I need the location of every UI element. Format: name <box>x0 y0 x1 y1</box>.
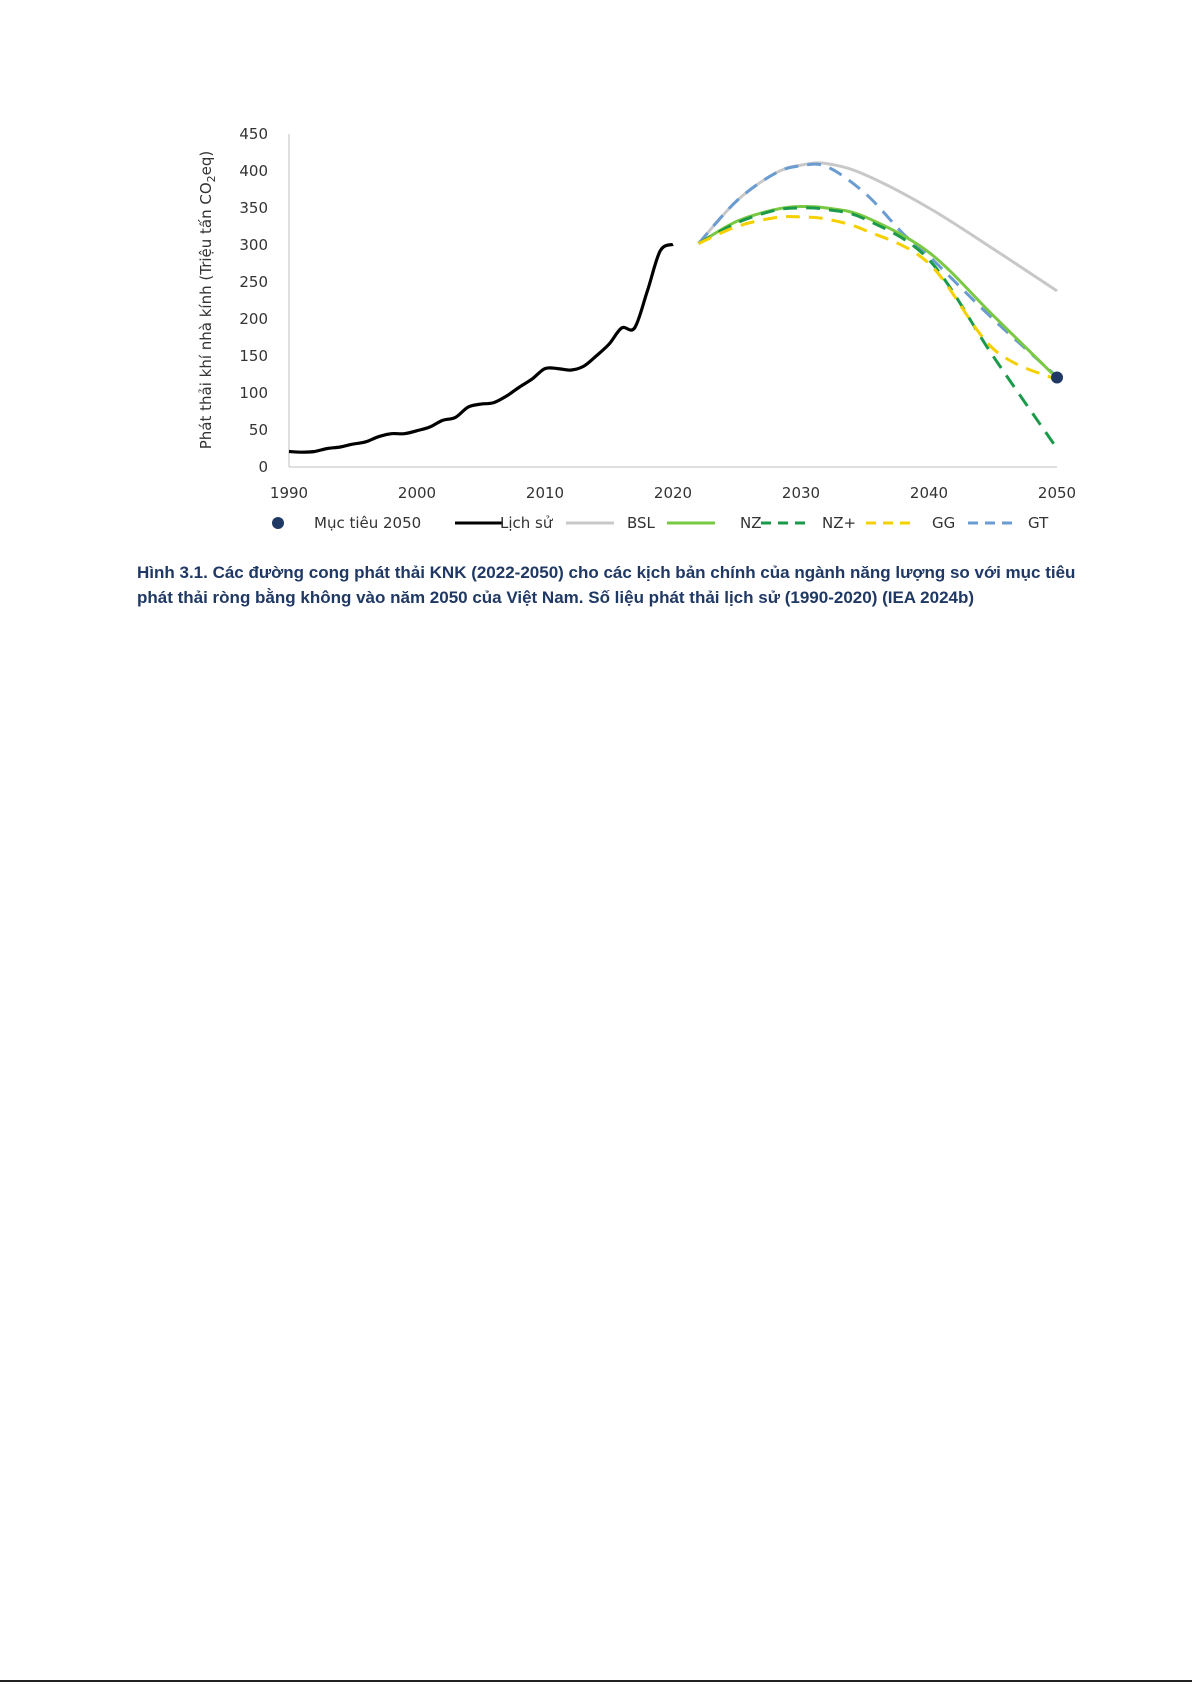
y-tick-label: 150 <box>239 347 268 365</box>
chart-axes: 0 50 100 150 200 250 300 350 400 450 1990 2000 2010 2… <box>239 125 1076 502</box>
y-tick-label: 450 <box>239 125 268 143</box>
series-line-gg <box>697 215 1058 382</box>
series-line-nz <box>697 204 1059 380</box>
legend-label: NZ+ <box>822 514 856 532</box>
legend-swatch-target <box>272 517 284 529</box>
chart-plot-area <box>288 161 1063 454</box>
legend-label: GT <box>1028 514 1049 532</box>
y-tick-label: 100 <box>239 384 268 402</box>
target-2050-point <box>1051 371 1063 384</box>
y-tick-label: 200 <box>239 310 268 328</box>
legend-label: BSL <box>627 514 656 532</box>
figure-caption: Hình 3.1. Các đường cong phát thải KNK (… <box>137 560 1157 610</box>
series-line-history <box>288 242 674 454</box>
legend-label: NZ <box>740 514 762 532</box>
figure-caption-line-2: phát thải ròng bằng không vào năm 2050 c… <box>137 588 975 607</box>
page-bottom-rule <box>0 1680 1192 1682</box>
x-tick-label: 2010 <box>526 484 564 502</box>
x-tick-label: 1990 <box>270 484 308 502</box>
x-tick-label: 2030 <box>782 484 820 502</box>
figure-caption-line-1: Hình 3.1. Các đường cong phát thải KNK (… <box>137 563 1076 582</box>
x-tick-label: 2050 <box>1038 484 1076 502</box>
series-line-nz-plus <box>697 206 1059 450</box>
y-tick-label: 350 <box>239 199 268 217</box>
y-tick-label: 300 <box>239 236 268 254</box>
legend-label: Mục tiêu 2050 <box>314 514 421 532</box>
series-line-bsl <box>697 161 1058 293</box>
y-axis-label-group: Phát thải khí nhà kính (Triệu tấn CO2eq) <box>197 151 218 450</box>
y-tick-label: 0 <box>258 458 268 476</box>
x-tick-label: 2040 <box>910 484 948 502</box>
emissions-chart: 0 50 100 150 200 250 300 350 400 450 1990 2000 2010 2… <box>197 125 1076 532</box>
series-line-gt <box>697 162 1059 378</box>
y-tick-label: 50 <box>249 421 268 439</box>
y-tick-label: 250 <box>239 273 268 291</box>
legend-label: Lịch sử <box>500 514 554 532</box>
x-tick-label: 2000 <box>398 484 436 502</box>
y-axis-label: Phát thải khí nhà kính (Triệu tấn CO2eq) <box>197 151 218 450</box>
chart-legend: Mục tiêu 2050 Lịch sử BSL NZ NZ+ GG GT <box>272 514 1049 532</box>
x-tick-label: 2020 <box>654 484 692 502</box>
legend-label: GG <box>932 514 955 532</box>
y-tick-label: 400 <box>239 162 268 180</box>
